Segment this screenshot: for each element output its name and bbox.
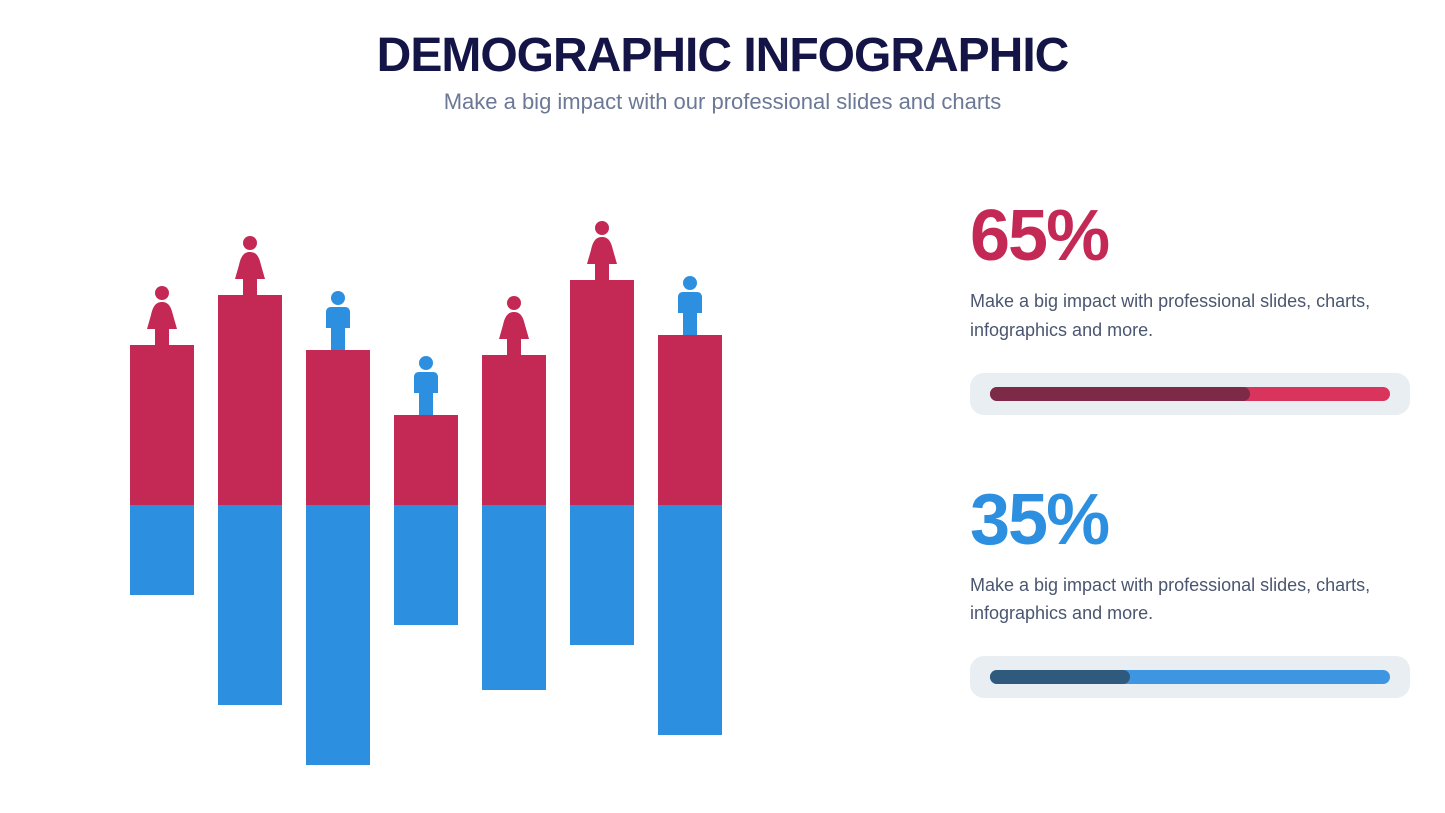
page-subtitle: Make a big impact with our professional … xyxy=(0,89,1445,115)
bar-top-segment xyxy=(482,355,546,505)
bar-bottom-segment xyxy=(570,505,634,645)
stat-block-1: 35% Make a big impact with professional s… xyxy=(970,479,1410,699)
progress-fill xyxy=(990,387,1250,401)
bar-bottom-segment xyxy=(306,505,370,765)
female-icon xyxy=(230,235,270,295)
bar-top-segment xyxy=(394,415,458,505)
bar-bottom-segment xyxy=(658,505,722,735)
stat-description: Make a big impact with professional slid… xyxy=(970,287,1410,345)
bar-bottom-segment xyxy=(130,505,194,595)
bar-bottom-segment xyxy=(394,505,458,625)
bar-bottom-segment xyxy=(482,505,546,690)
female-icon xyxy=(582,220,622,280)
bar-top-segment xyxy=(130,345,194,505)
stat-percent: 35% xyxy=(970,479,1410,561)
progress-fill xyxy=(990,670,1130,684)
demographic-bar-chart xyxy=(130,175,850,735)
bar-top-segment xyxy=(658,335,722,505)
bar-bottom-segment xyxy=(218,505,282,705)
bar-top-segment xyxy=(306,350,370,505)
header: DEMOGRAPHIC INFOGRAPHIC Make a big impac… xyxy=(0,0,1445,115)
content: 65% Make a big impact with professional s… xyxy=(0,115,1445,762)
male-icon xyxy=(406,355,446,415)
stat-percent: 65% xyxy=(970,195,1410,277)
female-icon xyxy=(494,295,534,355)
stat-block-0: 65% Make a big impact with professional s… xyxy=(970,195,1410,415)
stats-panel: 65% Make a big impact with professional s… xyxy=(970,175,1410,762)
stat-description: Make a big impact with professional slid… xyxy=(970,571,1410,629)
female-icon xyxy=(142,285,182,345)
male-icon xyxy=(318,290,358,350)
progress-bar xyxy=(970,373,1410,415)
progress-bar xyxy=(970,656,1410,698)
male-icon xyxy=(670,275,710,335)
page-title: DEMOGRAPHIC INFOGRAPHIC xyxy=(0,28,1445,83)
bar-top-segment xyxy=(570,280,634,505)
bar-top-segment xyxy=(218,295,282,505)
